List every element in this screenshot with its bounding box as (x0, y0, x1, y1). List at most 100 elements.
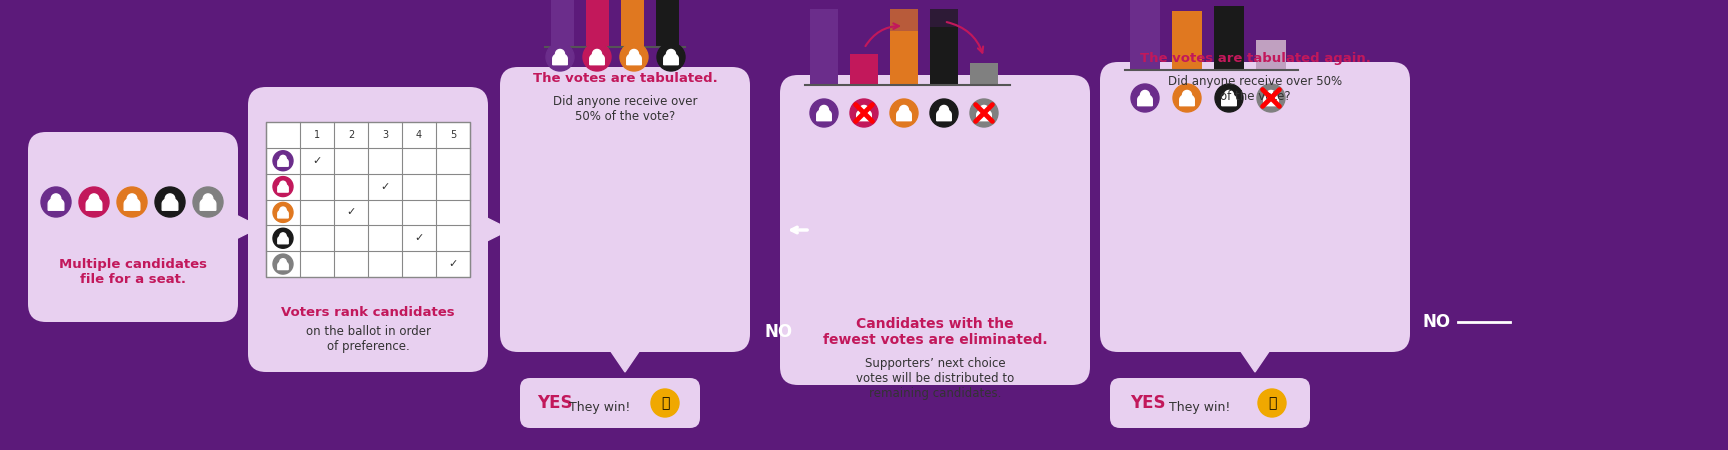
Polygon shape (86, 198, 102, 210)
Circle shape (810, 99, 838, 127)
Circle shape (980, 105, 988, 114)
Polygon shape (48, 198, 64, 210)
FancyBboxPatch shape (586, 0, 610, 47)
Circle shape (166, 194, 175, 203)
Circle shape (1215, 84, 1242, 112)
Circle shape (593, 50, 601, 58)
Text: YES: YES (1130, 394, 1166, 412)
Circle shape (1182, 90, 1192, 99)
Text: ✓: ✓ (448, 259, 458, 269)
Circle shape (280, 155, 287, 162)
Polygon shape (278, 236, 289, 244)
Circle shape (273, 202, 294, 222)
Polygon shape (1180, 94, 1194, 106)
Text: They win!: They win! (1170, 400, 1230, 414)
FancyBboxPatch shape (930, 27, 957, 85)
FancyBboxPatch shape (890, 31, 918, 85)
Polygon shape (627, 54, 641, 65)
FancyBboxPatch shape (620, 0, 645, 47)
Text: 2: 2 (347, 130, 354, 140)
Text: NO: NO (1422, 313, 1450, 331)
Text: ✓: ✓ (346, 207, 356, 217)
Polygon shape (278, 210, 289, 218)
Circle shape (629, 50, 638, 58)
Circle shape (1140, 90, 1149, 99)
Polygon shape (278, 158, 289, 166)
Text: The votes are tabulated again.: The votes are tabulated again. (1139, 52, 1370, 65)
Circle shape (1256, 84, 1286, 112)
Circle shape (194, 187, 223, 217)
Circle shape (90, 194, 98, 203)
Circle shape (156, 187, 185, 217)
Polygon shape (200, 198, 216, 210)
Circle shape (204, 194, 213, 203)
Circle shape (859, 105, 869, 114)
Polygon shape (857, 109, 871, 121)
Text: Supporters’ next choice
votes will be distributed to
remaining candidates.: Supporters’ next choice votes will be di… (855, 357, 1014, 400)
Text: Did anyone receive over 50%
of the vote?: Did anyone receive over 50% of the vote? (1168, 75, 1343, 103)
Circle shape (969, 99, 999, 127)
Circle shape (940, 105, 949, 114)
FancyBboxPatch shape (28, 132, 238, 322)
Polygon shape (1263, 94, 1279, 106)
Circle shape (620, 43, 648, 71)
FancyBboxPatch shape (499, 67, 750, 352)
Text: ✓: ✓ (415, 233, 423, 243)
Polygon shape (589, 54, 605, 65)
FancyBboxPatch shape (520, 378, 700, 428)
Polygon shape (897, 109, 911, 121)
FancyBboxPatch shape (1130, 0, 1159, 70)
Text: 🏆: 🏆 (1268, 396, 1277, 410)
FancyBboxPatch shape (1172, 10, 1203, 70)
Polygon shape (124, 198, 140, 210)
Text: Candidates with the
fewest votes are eliminated.: Candidates with the fewest votes are eli… (823, 317, 1047, 347)
Polygon shape (278, 261, 289, 270)
Text: They win!: They win! (569, 400, 631, 414)
FancyBboxPatch shape (1215, 6, 1244, 70)
Circle shape (1173, 84, 1201, 112)
Circle shape (850, 99, 878, 127)
Text: Did anyone receive over
50% of the vote?: Did anyone receive over 50% of the vote? (553, 95, 698, 123)
FancyBboxPatch shape (850, 54, 878, 85)
Circle shape (280, 207, 287, 213)
Polygon shape (553, 54, 567, 65)
Circle shape (900, 105, 909, 114)
FancyBboxPatch shape (1109, 378, 1310, 428)
FancyBboxPatch shape (890, 9, 918, 31)
Polygon shape (610, 350, 639, 372)
FancyBboxPatch shape (779, 75, 1090, 385)
Text: ✓: ✓ (380, 182, 391, 192)
Circle shape (1267, 90, 1275, 99)
Circle shape (280, 181, 287, 188)
Circle shape (819, 105, 828, 114)
Circle shape (657, 43, 684, 71)
Circle shape (273, 176, 294, 197)
Circle shape (273, 151, 294, 171)
Text: 🏆: 🏆 (660, 396, 669, 410)
Circle shape (128, 194, 137, 203)
Circle shape (667, 50, 676, 58)
Text: on the ballot in order
of preference.: on the ballot in order of preference. (306, 325, 430, 353)
FancyBboxPatch shape (249, 87, 487, 372)
FancyBboxPatch shape (930, 9, 957, 27)
Text: YES: YES (537, 394, 572, 412)
Circle shape (890, 99, 918, 127)
Circle shape (280, 259, 287, 265)
Polygon shape (237, 215, 259, 239)
Text: 5: 5 (449, 130, 456, 140)
Text: Multiple candidates
file for a seat.: Multiple candidates file for a seat. (59, 258, 207, 286)
Circle shape (651, 389, 679, 417)
Circle shape (273, 254, 294, 274)
Circle shape (41, 187, 71, 217)
Polygon shape (817, 109, 831, 121)
Text: 4: 4 (416, 130, 422, 140)
FancyBboxPatch shape (1101, 62, 1410, 352)
Polygon shape (937, 109, 952, 121)
FancyBboxPatch shape (266, 122, 470, 277)
Circle shape (79, 187, 109, 217)
Circle shape (555, 50, 565, 58)
Circle shape (582, 43, 612, 71)
Circle shape (118, 187, 147, 217)
FancyBboxPatch shape (657, 0, 679, 47)
Circle shape (930, 99, 957, 127)
